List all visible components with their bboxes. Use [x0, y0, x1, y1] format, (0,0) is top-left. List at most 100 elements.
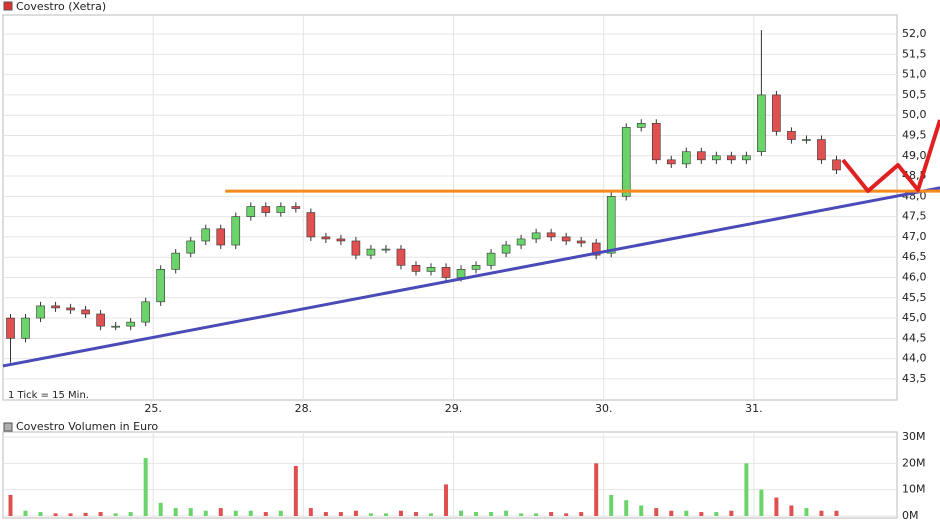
candle-body	[546, 232, 556, 238]
volume-bar	[774, 497, 779, 516]
volume-bar	[669, 510, 674, 516]
volume-bar	[203, 510, 208, 516]
candle-body	[651, 123, 661, 161]
chart-title: Covestro (Xetra)	[16, 0, 106, 13]
y-tick-label: 45,5	[902, 291, 927, 304]
candle-body	[216, 228, 226, 246]
y-tick-label: 49,0	[902, 149, 927, 162]
volume-bar	[338, 512, 343, 516]
candle-body	[96, 313, 105, 327]
candle-body	[186, 240, 196, 254]
y-tick-label: 50,5	[902, 88, 927, 101]
candle-body	[201, 228, 211, 242]
candle-body	[276, 206, 286, 213]
volume-bar	[714, 512, 719, 516]
volume-bar	[579, 512, 584, 516]
candle-body	[471, 265, 481, 270]
volume-bar	[789, 505, 794, 516]
candle-body	[501, 244, 511, 254]
y-tick-label: 20M	[902, 456, 926, 469]
volume-bar	[8, 494, 13, 516]
volume-bar	[128, 512, 133, 516]
volume-bar	[308, 508, 313, 516]
y-tick-label: 30M	[902, 430, 926, 443]
volume-bar	[53, 513, 58, 516]
price-frame	[2, 14, 898, 401]
candle-body	[712, 155, 721, 161]
volume-bar	[368, 513, 373, 516]
candle-body	[832, 159, 841, 171]
y-tick-label: 43,5	[902, 372, 927, 385]
volume-frame	[2, 431, 898, 519]
volume-bar	[233, 510, 238, 516]
y-tick-label: 51,0	[902, 68, 927, 81]
candle-body	[171, 252, 181, 270]
volume-bar	[188, 508, 193, 516]
candle-body	[486, 252, 496, 266]
candle-body	[787, 131, 796, 140]
volume-bar	[744, 463, 749, 516]
x-tick-label: 30.	[595, 402, 613, 415]
volume-bar	[474, 512, 479, 516]
y-tick-label: 50,0	[902, 108, 927, 121]
volume-bar	[83, 512, 88, 516]
y-tick-label: 52,0	[902, 27, 927, 40]
volume-bar	[609, 494, 614, 516]
x-tick-label: 29.	[445, 402, 463, 415]
candle-body	[682, 151, 691, 165]
volume-bar	[218, 508, 223, 516]
candle-body	[336, 238, 346, 242]
volume-bar	[263, 512, 268, 516]
y-tick-label: 44,5	[902, 331, 927, 344]
candle-body	[757, 94, 766, 153]
candle-body	[742, 155, 751, 161]
candle-body	[531, 232, 541, 240]
volume-bar	[429, 513, 434, 516]
volume-bar	[759, 489, 764, 516]
volume-bar	[38, 512, 43, 516]
volume-bar	[459, 510, 464, 516]
candle-body	[456, 269, 466, 278]
volume-bar	[143, 458, 148, 516]
y-tick-label: 0M	[902, 509, 919, 522]
candle-body	[6, 317, 15, 339]
candle-body	[306, 212, 316, 238]
volume-bar	[639, 505, 644, 516]
candle-body	[426, 267, 436, 272]
volume-bar	[413, 512, 418, 516]
candle-body	[606, 196, 616, 254]
x-tick-label: 31.	[745, 402, 763, 415]
volume-bar	[293, 465, 298, 516]
candle-body	[411, 265, 421, 272]
volume-bar	[834, 510, 839, 516]
y-tick-label: 47,0	[902, 230, 927, 243]
candle-body	[351, 240, 361, 256]
candle-body	[246, 206, 256, 217]
candle-body	[321, 236, 331, 240]
legend-swatch	[3, 1, 13, 11]
volume-bar	[323, 512, 328, 516]
candle-body	[516, 238, 526, 246]
candle-body	[666, 159, 676, 165]
candle-body	[261, 206, 271, 213]
candle-body	[81, 309, 90, 315]
volume-bar	[158, 502, 163, 516]
y-tick-label: 44,0	[902, 352, 927, 365]
annotation-drawing	[841, 119, 940, 193]
volume-bar	[113, 513, 118, 516]
candle-body	[636, 123, 646, 128]
candle-body	[291, 206, 301, 209]
volume-bar	[654, 508, 659, 516]
volume-bar	[504, 510, 509, 516]
volume-bar	[699, 512, 704, 516]
candle-body	[141, 301, 150, 323]
candle-body	[621, 127, 631, 197]
candle-body	[126, 321, 135, 327]
candle-body	[381, 248, 391, 251]
y-tick-label: 49,5	[902, 128, 927, 141]
volume-bar	[398, 510, 403, 516]
volume-bar	[23, 510, 28, 516]
volume-bar	[248, 510, 253, 516]
candle-body	[111, 325, 120, 328]
